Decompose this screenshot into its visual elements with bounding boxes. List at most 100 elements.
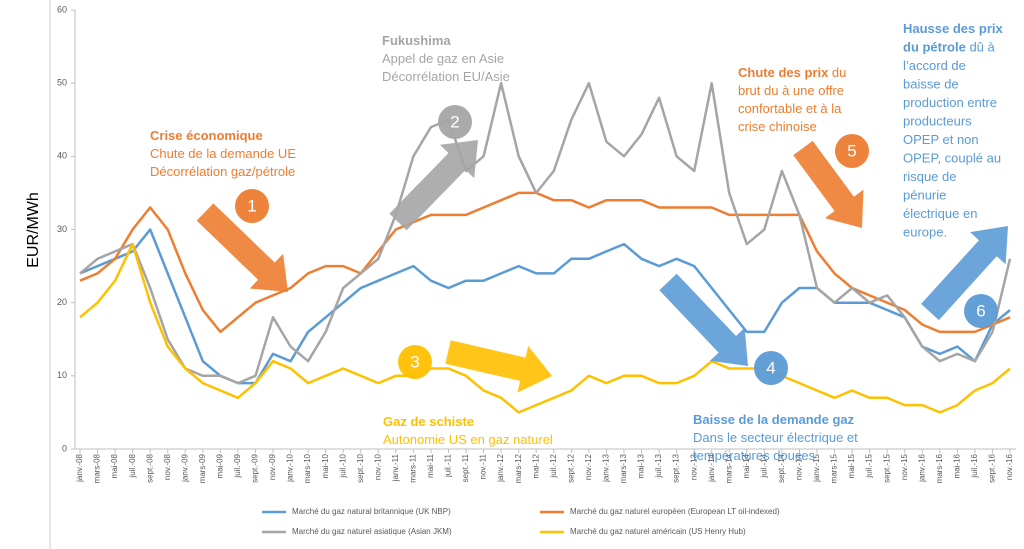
x-tick-label: juil.-09 <box>233 453 242 478</box>
x-tick-label: janv.-14 <box>707 453 716 482</box>
annotation-line: Décorrélation gaz/pétrole <box>150 164 295 179</box>
x-tick-label: janv.-11 <box>391 453 400 482</box>
x-tick-label: janv.-12 <box>496 453 505 482</box>
annotation-text: OPEP, couplé au <box>903 151 1001 166</box>
annotation-line: baisse de <box>903 77 959 92</box>
marker-circle <box>754 351 788 385</box>
y-tick-label: 60 <box>57 4 67 14</box>
annotation-line: électrique en <box>903 206 977 221</box>
annotation-line: Baisse de la demande gaz <box>693 412 855 427</box>
x-tick-label: mars-08 <box>93 453 102 483</box>
annotation-line: Crise économique <box>150 128 263 143</box>
x-tick-label: janv.-15 <box>812 453 821 482</box>
legend-label: Marché du gaz naturel européen (European… <box>570 507 780 516</box>
x-tick-label: nov.-12 <box>584 453 593 480</box>
marker-circle <box>835 134 869 168</box>
y-tick-label: 40 <box>57 151 67 161</box>
annotation-text: dû à <box>966 40 996 55</box>
legend-label: Marché du gaz natural britannique (UK NB… <box>292 507 451 516</box>
annotation-text: Fukushima <box>382 33 451 48</box>
annotation-line: Autonomie US en gaz naturel <box>383 432 553 447</box>
annotation-text: OPEP et non <box>903 132 979 147</box>
x-tick-label: janv.-09 <box>180 453 189 482</box>
arrow <box>196 203 288 292</box>
x-tick-label: mars-14 <box>724 453 733 483</box>
annotation-line: OPEP, couplé au <box>903 151 1001 166</box>
marker-label: 3 <box>410 352 419 371</box>
annotation-line: production entre <box>903 95 997 110</box>
y-tick-label: 30 <box>57 224 67 234</box>
x-tick-label: juil.-10 <box>338 453 347 478</box>
x-tick-label: nov.-08 <box>163 453 172 480</box>
annotation-line: Fukushima <box>382 33 451 48</box>
annotation-text: du pétrole <box>903 40 966 55</box>
annotation-line: Chute des prix du <box>738 65 846 80</box>
x-tick-label: juil.-14 <box>759 453 768 478</box>
x-tick-label: mars-09 <box>198 453 207 483</box>
x-tick-label: mars-15 <box>830 453 839 483</box>
annotation-line: Dans le secteur électrique et <box>693 430 858 445</box>
x-tick-label: sept.-14 <box>777 453 786 482</box>
annotation-line: Hausse des prix <box>903 21 1003 36</box>
annotation-text: risque de <box>903 169 956 184</box>
x-tick-label: mai-10 <box>321 453 330 478</box>
y-tick-label: 10 <box>57 370 67 380</box>
x-tick-label: mars-16 <box>935 453 944 483</box>
annotation-text: confortable et à la <box>738 101 842 116</box>
x-tick-label: nov.-16 <box>1005 453 1014 480</box>
annotation-text: Crise économique <box>150 128 263 143</box>
annotation-text: Autonomie US en gaz naturel <box>383 432 553 447</box>
x-tick-label: mars-10 <box>303 453 312 483</box>
annotation-line: l’accord de <box>903 58 966 73</box>
annotation-line: crise chinoise <box>738 119 817 134</box>
annotation-line: du pétrole dû à <box>903 40 996 55</box>
y-tick-label: 20 <box>57 297 67 307</box>
annotation-text: électrique en <box>903 206 977 221</box>
x-tick-label: mai-12 <box>531 453 540 478</box>
annotation-text: Gaz de schiste <box>383 414 474 429</box>
x-tick-label: mai-09 <box>215 453 224 478</box>
annotation-text: producteurs <box>903 114 972 129</box>
annotation-text: températures douces <box>693 448 816 463</box>
annotation-text: pénurie <box>903 188 946 203</box>
x-tick-label: sept.-11 <box>461 453 470 482</box>
annotation-line: producteurs <box>903 114 972 129</box>
x-tick-label: juil.-11 <box>444 453 453 478</box>
marker-label: 2 <box>450 112 459 131</box>
annotation-text: Dans le secteur électrique et <box>693 430 858 445</box>
x-tick-label: janv.-08 <box>75 453 84 482</box>
series-line <box>79 81 1012 385</box>
x-tick-label: nov.-14 <box>795 453 804 480</box>
x-tick-label: mai-16 <box>952 453 961 478</box>
series-line <box>79 242 1011 414</box>
arrow <box>793 140 864 228</box>
x-tick-label: sept.-16 <box>988 453 997 482</box>
x-tick-label: juil.-16 <box>970 453 979 478</box>
annotation-text: du <box>828 65 846 80</box>
y-tick-label: 0 <box>62 443 67 453</box>
marker-label: 4 <box>766 358 775 377</box>
x-tick-label: mars-11 <box>409 453 418 482</box>
annotation-text: Baisse de la demande gaz <box>693 412 855 427</box>
x-tick-label: nov.-09 <box>268 453 277 480</box>
arrow <box>389 140 478 231</box>
annotation-line: risque de <box>903 169 956 184</box>
annotation-line: Gaz de schiste <box>383 414 474 429</box>
marker-circle <box>438 105 472 139</box>
annotation-text: Chute de la demande UE <box>150 146 296 161</box>
annotation-line: OPEP et non <box>903 132 979 147</box>
annotation-text: brut du à une offre <box>738 83 844 98</box>
x-tick-label: janv.-10 <box>286 453 295 482</box>
y-axis-label: EUR/MWh <box>25 192 42 268</box>
annotation-text: Décorrélation EU/Asie <box>382 69 510 84</box>
marker-circle <box>964 294 998 328</box>
annotation-text: Chute des prix <box>738 65 829 80</box>
x-tick-label: nov.-13 <box>689 453 698 480</box>
legend-label: Marché du gaz naturel asiatique (Asian J… <box>292 527 452 536</box>
x-tick-label: mai-08 <box>110 453 119 478</box>
x-tick-label: sept.-15 <box>882 453 891 482</box>
x-tick-label: nov.-11 <box>479 453 488 479</box>
annotation-line: pénurie <box>903 188 946 203</box>
annotation-line: Chute de la demande UE <box>150 146 296 161</box>
